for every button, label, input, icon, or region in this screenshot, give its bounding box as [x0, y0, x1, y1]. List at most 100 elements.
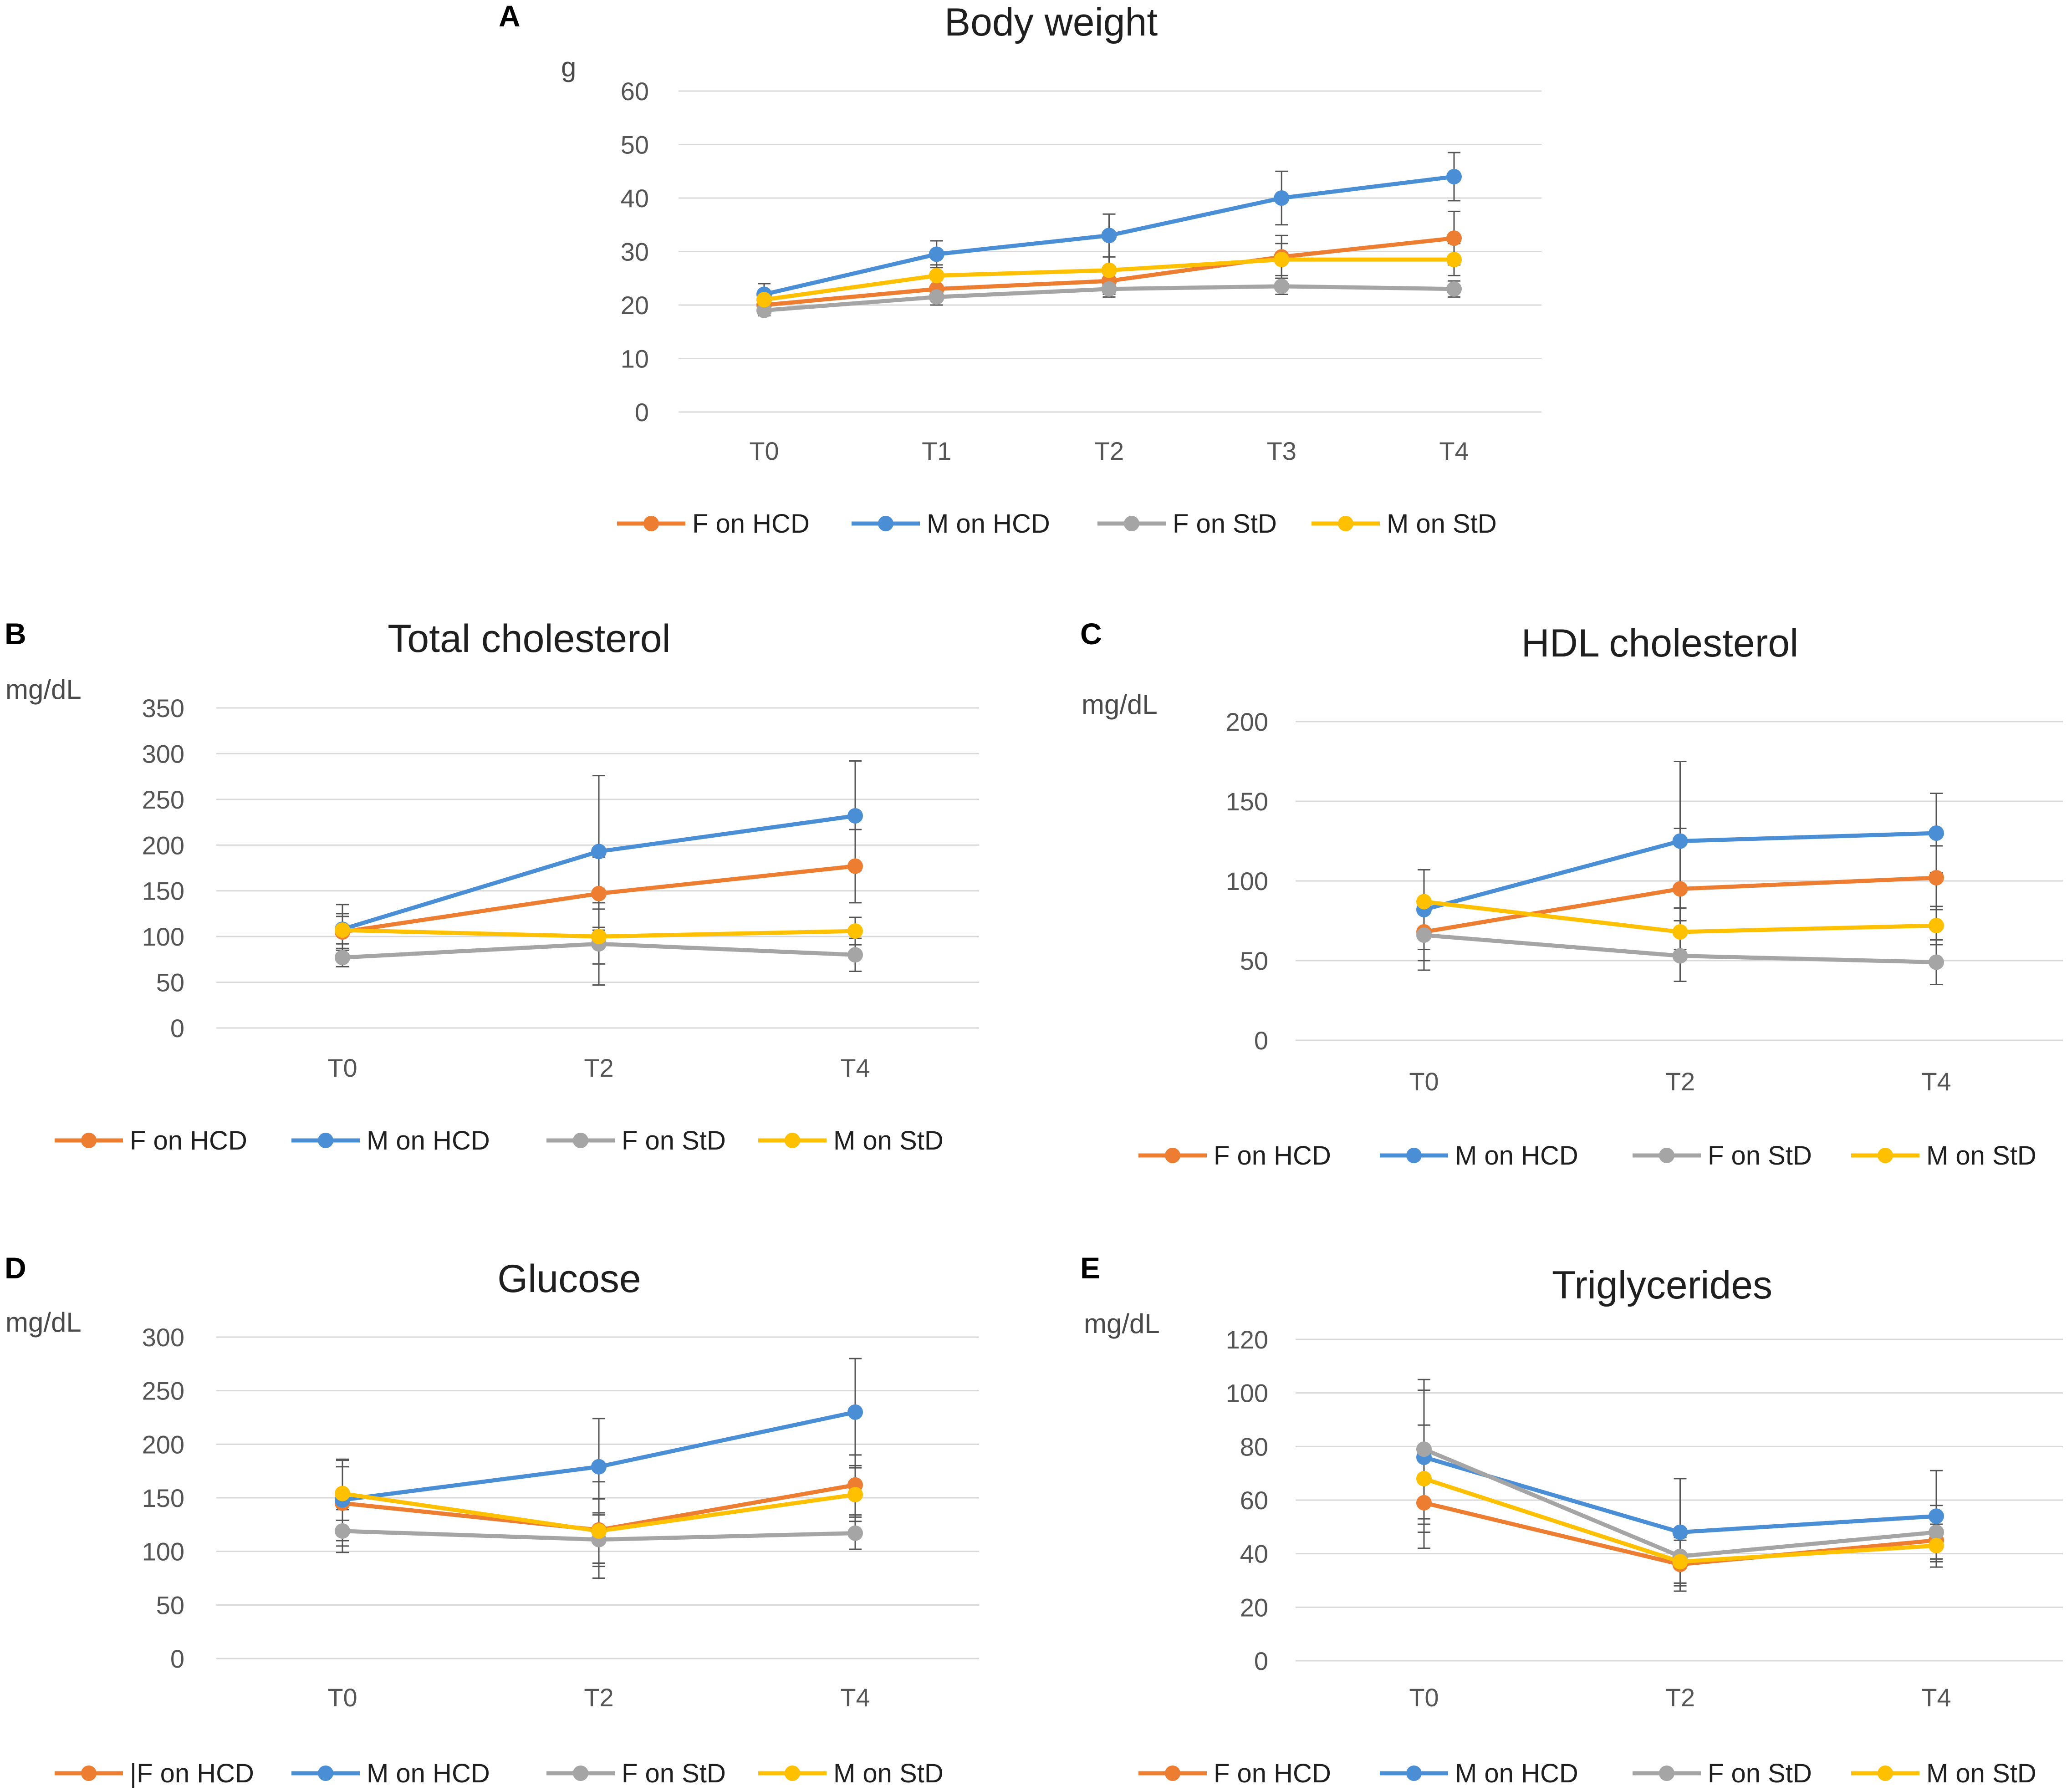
- legend-item-d-m-on-std: M on StD: [758, 1759, 944, 1788]
- legend-label-e-m-on-hcd: M on HCD: [1455, 1759, 1578, 1788]
- data-point-d-m-on-std-t4: [847, 1486, 863, 1502]
- legend-marker-e-f-on-hcd: [1165, 1766, 1180, 1781]
- x-tick-label-d-t0: T0: [327, 1683, 357, 1712]
- y-tick-label-b-250: 250: [142, 785, 184, 814]
- legend-item-b-f-on-std: F on StD: [546, 1126, 726, 1155]
- legend-label-a-f-on-std: F on StD: [1173, 509, 1277, 539]
- y-tick-label-c-150: 150: [1226, 787, 1268, 816]
- x-tick-label-b-t2: T2: [584, 1053, 613, 1082]
- legend-marker-a-f-on-std: [1124, 516, 1139, 531]
- data-point-d-m-on-hcd-t2: [591, 1459, 607, 1475]
- y-tick-label-e-40: 40: [1240, 1540, 1268, 1568]
- data-point-e-m-on-hcd-t2: [1672, 1524, 1688, 1540]
- legend-label-c-f-on-hcd: F on HCD: [1214, 1141, 1331, 1170]
- y-tick-label-e-0: 0: [1254, 1647, 1268, 1675]
- y-tick-label-d-250: 250: [142, 1377, 184, 1405]
- data-point-a-f-on-std-t0: [756, 302, 772, 318]
- legend-item-d-m-on-hcd: M on HCD: [291, 1759, 490, 1788]
- data-point-a-m-on-hcd-t1: [929, 246, 944, 262]
- chart-title-b: Total cholesterol: [388, 617, 670, 661]
- x-tick-label-a-t3: T3: [1267, 437, 1296, 465]
- data-point-d-m-on-hcd-t4: [847, 1404, 863, 1420]
- y-axis-unit-e: mg/dL: [1084, 1308, 1160, 1339]
- panel-label-a: A: [499, 0, 521, 33]
- legend-marker-a-f-on-hcd: [643, 516, 659, 531]
- x-tick-label-d-t4: T4: [840, 1683, 870, 1712]
- y-tick-label-d-50: 50: [156, 1591, 184, 1619]
- y-tick-label-b-350: 350: [142, 694, 184, 723]
- y-tick-label-c-0: 0: [1254, 1026, 1268, 1055]
- data-point-b-f-on-std-t0: [335, 950, 350, 966]
- y-tick-label-b-50: 50: [156, 968, 184, 997]
- legend-item-a-f-on-std: F on StD: [1097, 509, 1277, 539]
- data-points-e: [1416, 1441, 1944, 1572]
- legend-marker-c-m-on-hcd: [1406, 1148, 1422, 1163]
- panel-c: C HDL cholesterol mg/dL 0 50 100 150 200 T0 T2…: [1080, 617, 2063, 1170]
- data-point-a-f-on-std-t2: [1101, 281, 1117, 297]
- panel-d: D Glucose mg/dL 0 50 100 150 200 250 300 T0 T2 T4…: [5, 1251, 979, 1788]
- panel-b: B Total cholesterol mg/dL 0 50 100 150 200 25…: [5, 617, 979, 1155]
- legend-item-e-f-on-std: F on StD: [1633, 1759, 1812, 1788]
- y-tick-label-a-60: 60: [621, 77, 649, 106]
- y-tick-label-d-300: 300: [142, 1323, 184, 1352]
- grid-a: 0 10 20 30 40 50 60 T0 T1 T2 T3 T4: [621, 77, 1541, 465]
- legend-label-c-f-on-std: F on StD: [1708, 1141, 1812, 1170]
- data-points-a: [756, 169, 1462, 318]
- data-point-a-m-on-std-t0: [756, 292, 772, 308]
- y-tick-label-b-100: 100: [142, 922, 184, 951]
- legend-label-b-f-on-std: F on StD: [622, 1126, 726, 1155]
- y-tick-label-a-30: 30: [621, 238, 649, 266]
- legend-item-e-m-on-hcd: M on HCD: [1380, 1759, 1578, 1788]
- data-point-e-f-on-std-t0: [1416, 1441, 1432, 1457]
- x-tick-label-e-t4: T4: [1921, 1683, 1951, 1712]
- y-tick-label-e-120: 120: [1226, 1325, 1268, 1354]
- legend-marker-d-m-on-hcd: [318, 1766, 333, 1781]
- data-point-c-m-on-std-t4: [1929, 918, 1944, 933]
- y-tick-label-d-100: 100: [142, 1537, 184, 1566]
- y-tick-label-b-200: 200: [142, 831, 184, 860]
- x-tick-label-c-t2: T2: [1665, 1067, 1695, 1096]
- legend-e: F on HCD M on HCD F on StD M on StD: [1138, 1759, 2036, 1788]
- legend-marker-c-f-on-std: [1659, 1148, 1674, 1163]
- data-point-a-m-on-hcd-t4: [1446, 169, 1462, 184]
- legend-item-c-f-on-std: F on StD: [1633, 1141, 1812, 1170]
- y-tick-label-b-150: 150: [142, 877, 184, 906]
- legend-label-d-m-on-std: M on StD: [833, 1759, 944, 1788]
- legend-marker-b-m-on-hcd: [318, 1133, 333, 1148]
- legend-item-a-m-on-hcd: M on HCD: [852, 509, 1050, 539]
- x-tick-label-b-t0: T0: [327, 1053, 357, 1082]
- legend-marker-d-f-on-hcd: [81, 1766, 97, 1781]
- panel-label-c: C: [1080, 617, 1102, 651]
- x-tick-label-a-t4: T4: [1439, 437, 1469, 465]
- data-point-b-m-on-hcd-t2: [591, 844, 607, 860]
- legend-b: F on HCD M on HCD F on StD M on StD: [55, 1126, 944, 1155]
- legend-marker-b-m-on-std: [785, 1133, 800, 1148]
- y-axis-unit-c: mg/dL: [1082, 689, 1158, 720]
- legend-label-d-m-on-hcd: M on HCD: [367, 1759, 490, 1788]
- y-tick-label-c-100: 100: [1226, 867, 1268, 896]
- grid-d: 0 50 100 150 200 250 300 T0 T2 T4: [142, 1323, 979, 1712]
- panel-label-e: E: [1080, 1251, 1100, 1285]
- data-points-d: [335, 1404, 863, 1547]
- x-tick-label-e-t2: T2: [1665, 1683, 1695, 1712]
- y-tick-label-d-200: 200: [142, 1430, 184, 1459]
- legend-item-c-f-on-hcd: F on HCD: [1138, 1141, 1331, 1170]
- legend-marker-d-f-on-std: [573, 1766, 588, 1781]
- legend-label-e-f-on-std: F on StD: [1708, 1759, 1812, 1788]
- data-point-e-f-on-hcd-t0: [1416, 1495, 1432, 1511]
- legend-item-e-m-on-std: M on StD: [1851, 1759, 2036, 1788]
- legend-label-b-m-on-hcd: M on HCD: [367, 1126, 490, 1155]
- legend-marker-b-f-on-std: [573, 1133, 588, 1148]
- legend-item-c-m-on-std: M on StD: [1851, 1141, 2036, 1170]
- legend-item-b-m-on-hcd: M on HCD: [291, 1126, 490, 1155]
- legend-label-a-f-on-hcd: F on HCD: [692, 509, 810, 539]
- legend-label-c-m-on-hcd: M on HCD: [1455, 1141, 1578, 1170]
- data-point-e-m-on-std-t4: [1929, 1538, 1944, 1554]
- data-point-a-f-on-std-t1: [929, 289, 944, 305]
- legend-item-a-f-on-hcd: F on HCD: [617, 509, 810, 539]
- y-tick-label-c-50: 50: [1240, 946, 1268, 975]
- data-point-c-f-on-std-t2: [1672, 948, 1688, 964]
- legend-label-c-m-on-std: M on StD: [1926, 1141, 2036, 1170]
